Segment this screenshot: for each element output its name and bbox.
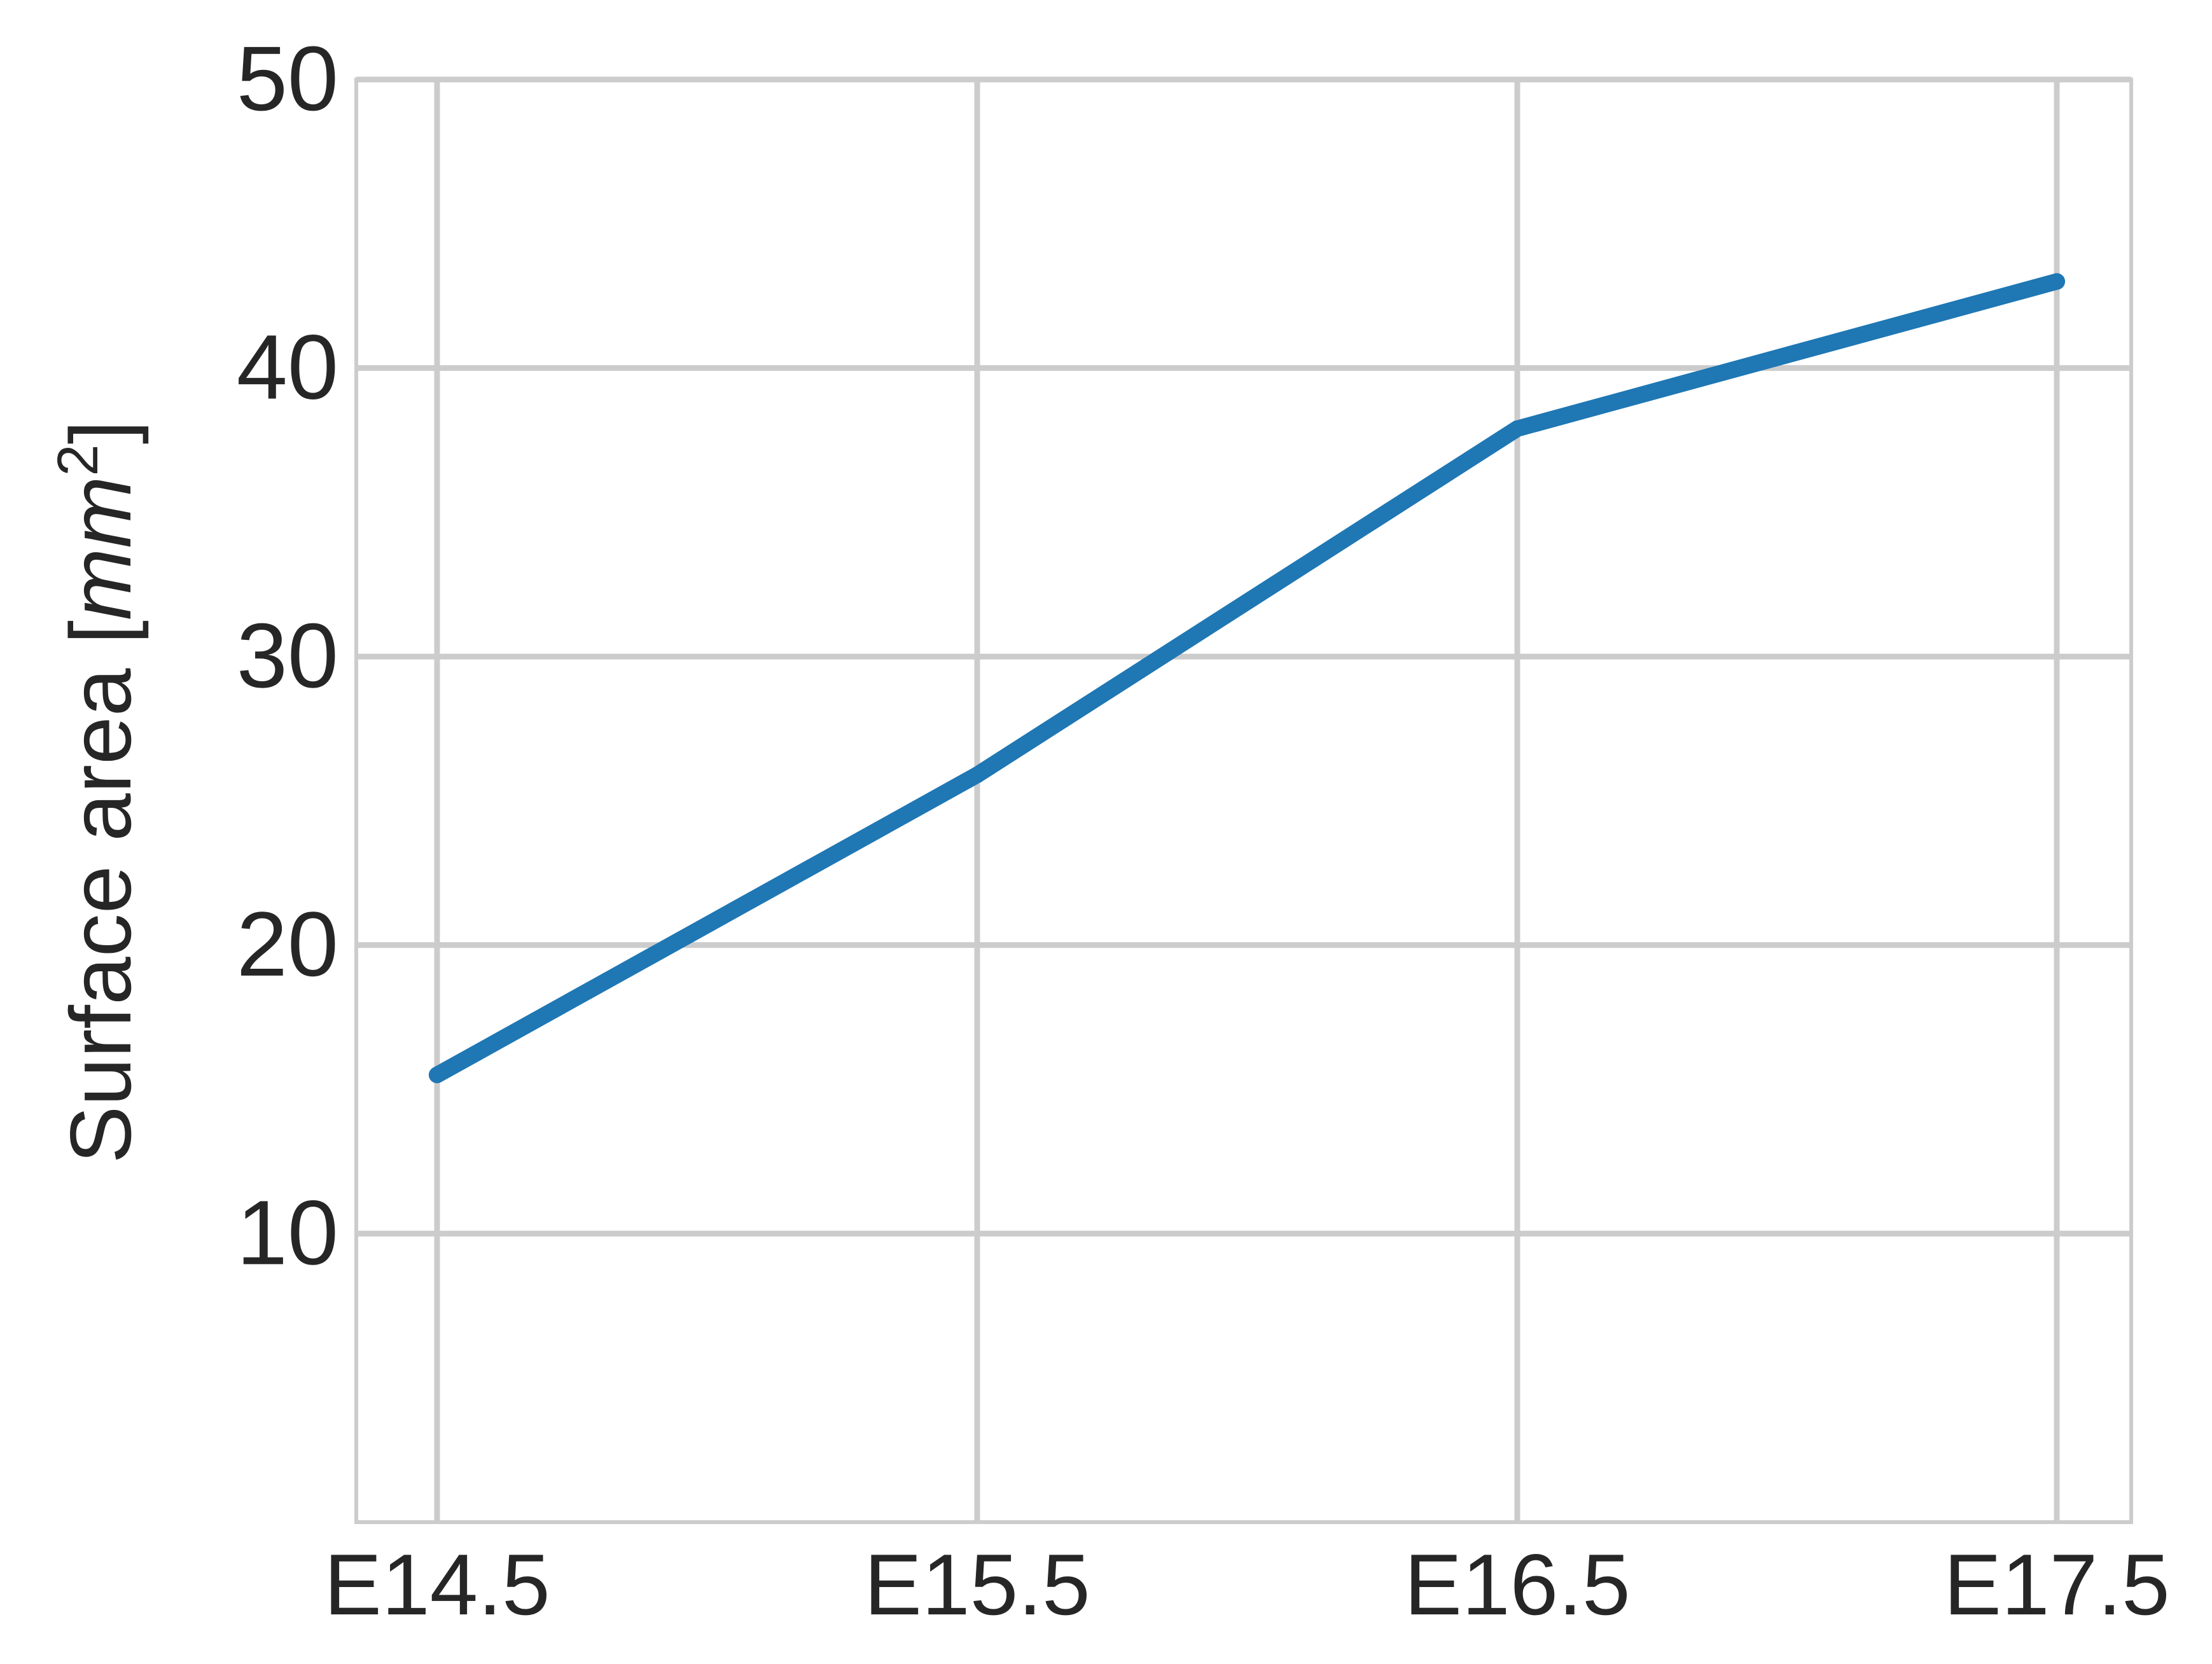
y-axis-label-suffix: ] [52, 420, 149, 445]
y-tick-labels: 10 20 30 40 50 [237, 27, 338, 1284]
data-point [969, 766, 985, 784]
series-line [429, 273, 2065, 1083]
x-tick-labels: E14.5 E15.5 E16.5 E17.5 [324, 1536, 2169, 1633]
series-group [429, 273, 2065, 1083]
y-axis-label-prefix: Surface area [ [52, 620, 149, 1163]
y-axis-label-unit: mm [52, 476, 149, 621]
y-tick-label: 40 [237, 316, 338, 419]
plot-frame [354, 78, 2133, 1524]
x-tick-label: E17.5 [1944, 1536, 2169, 1633]
x-gridlines [434, 80, 2060, 1522]
y-tick-label: 10 [237, 1181, 338, 1284]
y-tick-label: 50 [237, 27, 338, 130]
y-tick-label: 30 [237, 604, 338, 707]
data-point [2049, 273, 2065, 290]
x-tick-label: E15.5 [864, 1536, 1090, 1633]
y-tick-label: 20 [237, 893, 338, 995]
y-axis-label-exponent: 2 [46, 444, 110, 476]
x-tick-label: E16.5 [1404, 1536, 1630, 1633]
y-axis-label: Surface area [mm2] [46, 420, 149, 1164]
data-point [1509, 420, 1526, 437]
x-tick-label: E14.5 [324, 1536, 550, 1633]
data-point [429, 1066, 445, 1083]
